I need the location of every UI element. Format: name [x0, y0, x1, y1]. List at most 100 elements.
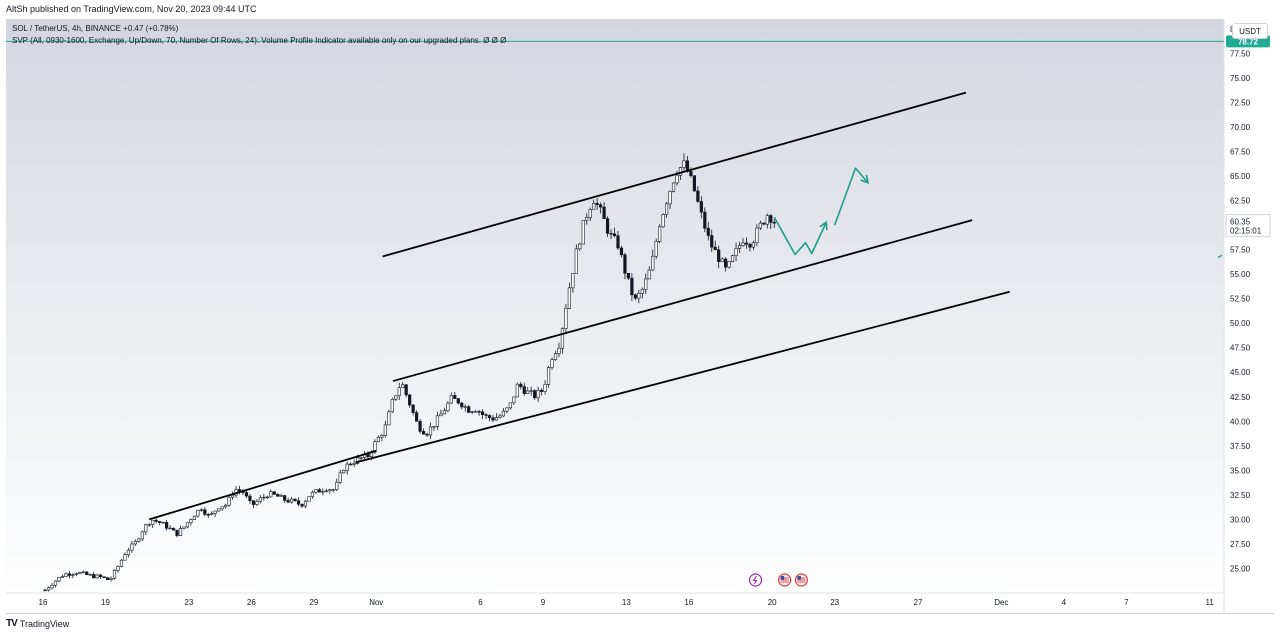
candle-body	[769, 215, 773, 223]
candle-body	[57, 577, 61, 582]
candle-body	[765, 215, 769, 225]
candle-body	[734, 248, 738, 256]
candle-body	[560, 328, 565, 349]
candle-body	[616, 235, 620, 249]
candle-body	[762, 222, 766, 225]
x-tick-label: 20	[768, 598, 777, 607]
candle-body	[237, 489, 242, 492]
candle-body	[505, 407, 509, 412]
candle-body	[105, 577, 110, 581]
candle-body	[585, 217, 589, 221]
projection-path-2	[833, 167, 869, 226]
candle-body	[203, 509, 207, 515]
candle-body	[178, 528, 183, 536]
chart-area[interactable]: 25.00 27.50 30.00 32.50 35.00 37.50 40.00 42.50…	[6, 19, 1274, 614]
candle-body	[671, 182, 676, 192]
candle-body	[175, 529, 179, 536]
candle-body	[255, 501, 259, 505]
y-tick-label: 50.00	[1230, 319, 1251, 328]
candle-body	[435, 415, 440, 427]
candle-body	[578, 243, 582, 250]
candle-body	[92, 574, 96, 579]
price-axis	[1224, 19, 1274, 613]
x-tick-label: 7	[1124, 598, 1129, 607]
candle-body	[196, 509, 200, 517]
candle-body	[661, 214, 665, 228]
y-tick-label: 55.00	[1230, 270, 1251, 279]
candle-body	[727, 261, 731, 268]
indicator-legend[interactable]: SVP (All, 0930-1600, Exchange, Up/Down, …	[12, 36, 507, 45]
candle-body	[397, 387, 401, 397]
candle-body	[755, 227, 759, 244]
candle-body	[720, 258, 724, 263]
candle-body	[185, 522, 190, 528]
candle-body	[536, 389, 540, 399]
y-tick-label: 25.00	[1230, 564, 1251, 573]
candle-body	[53, 580, 58, 586]
candle-body	[112, 569, 117, 579]
candle-body	[133, 541, 137, 545]
candle-body	[227, 496, 231, 506]
y-tick-label: 57.50	[1230, 246, 1251, 255]
x-tick-label: 27	[914, 598, 923, 607]
x-tick-label: 13	[622, 598, 631, 607]
candle-body	[418, 421, 422, 432]
candle-body	[730, 255, 735, 262]
price-chart[interactable]: 25.00 27.50 30.00 32.50 35.00 37.50 40.00 42.50…	[6, 19, 1274, 613]
y-tick-label: 62.50	[1230, 197, 1251, 206]
channel-line-lower_1	[148, 449, 377, 521]
candle-body	[390, 398, 394, 413]
candle-body	[602, 206, 606, 220]
candle-body	[487, 415, 492, 419]
candle-body	[144, 524, 148, 533]
candle-body	[432, 426, 436, 428]
candle-body	[376, 436, 381, 443]
symbol-legend[interactable]: SOL / TetherUS, 4h, BINANCE +0.47 (+0.78…	[12, 24, 179, 33]
candle-body	[494, 417, 499, 421]
x-tick-label: Nov	[369, 598, 383, 607]
candle-body	[737, 245, 742, 249]
candle-body	[609, 233, 613, 235]
candle-body	[411, 404, 415, 413]
candle-body	[595, 203, 599, 206]
candle-body	[95, 574, 99, 579]
candle-body	[751, 242, 756, 248]
y-tick-label: 40.00	[1230, 417, 1251, 426]
candle-body	[477, 411, 481, 413]
candle-body	[713, 246, 717, 251]
candle-body	[338, 472, 342, 483]
candle-body	[345, 463, 349, 471]
flag-canton	[780, 576, 785, 580]
candle-body	[484, 414, 488, 416]
y-tick-label: 45.00	[1230, 368, 1251, 377]
candle-body	[50, 584, 54, 589]
candle-body	[102, 576, 106, 578]
candle-body	[265, 496, 269, 499]
candle-body	[293, 498, 297, 501]
projection-arrowhead	[819, 220, 828, 231]
candle-body	[165, 522, 169, 529]
countdown-label: 02:15:01	[1230, 227, 1262, 236]
candle-body	[605, 218, 610, 234]
candle-body	[307, 496, 311, 502]
candle-body	[612, 233, 617, 237]
candle-body	[428, 426, 433, 436]
candle-body	[279, 495, 283, 497]
candle-body	[123, 554, 127, 561]
candle-body	[317, 489, 321, 493]
candle-body	[529, 390, 533, 392]
y-tick-label: 65.00	[1230, 172, 1251, 181]
candle-body	[189, 519, 193, 524]
candle-body	[665, 203, 669, 215]
candle-body	[633, 294, 637, 299]
candle-body	[276, 494, 280, 497]
currency-button[interactable]: USDT	[1232, 23, 1268, 39]
candle-body	[380, 435, 384, 438]
candle-body	[533, 390, 537, 399]
candle-body	[647, 269, 651, 280]
candle-body	[251, 500, 256, 505]
chart-legend: SOL / TetherUS, 4h, BINANCE +0.47 (+0.78…	[12, 23, 506, 47]
candle-body	[192, 515, 196, 520]
candle-body	[498, 415, 502, 418]
candle-body	[290, 498, 294, 503]
